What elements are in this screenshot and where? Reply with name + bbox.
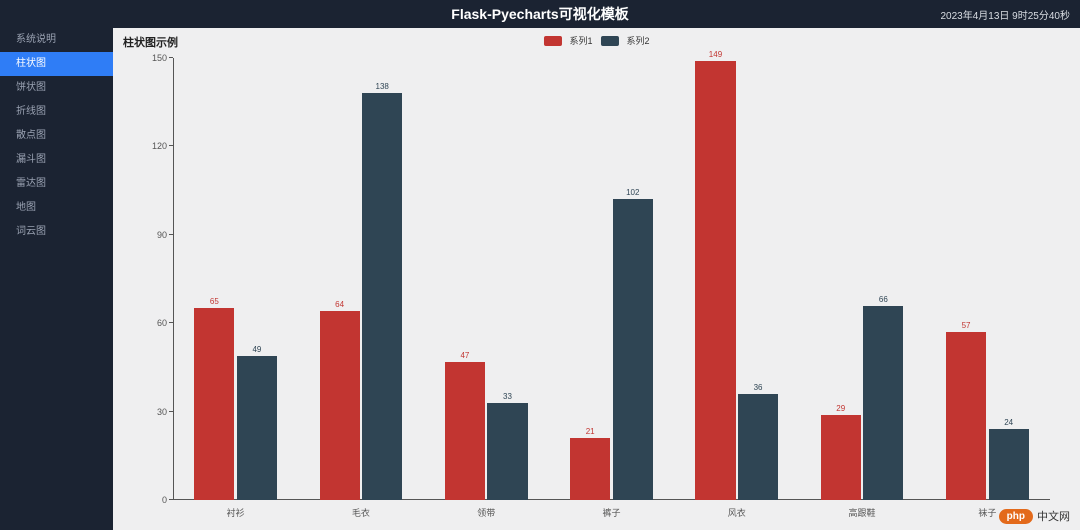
bar-value-label: 149 [709, 50, 722, 59]
x-tick-label: 裤子 [602, 506, 620, 519]
chart-title: 柱状图示例 [123, 34, 178, 50]
watermark-text: 中文网 [1037, 508, 1070, 524]
bar-series2[interactable]: 24 [989, 429, 1029, 500]
bar-series1[interactable]: 65 [194, 308, 234, 500]
y-tick-label: 0 [162, 495, 167, 505]
legend-swatch-1[interactable] [601, 36, 619, 46]
bar-value-label: 64 [335, 300, 344, 309]
bar-series2[interactable]: 66 [863, 306, 903, 500]
y-tick-label: 60 [157, 318, 167, 328]
legend-swatch-0[interactable] [543, 36, 561, 46]
bar-value-label: 47 [460, 351, 469, 360]
sidebar-item-1[interactable]: 柱状图 [0, 52, 113, 76]
sidebar-item-2[interactable]: 饼状图 [0, 76, 113, 100]
bar-value-label: 66 [879, 295, 888, 304]
x-tick-label: 高跟鞋 [849, 506, 876, 519]
bar-series1[interactable]: 21 [570, 438, 610, 500]
y-tick [169, 145, 173, 146]
y-tick [169, 234, 173, 235]
x-tick-label: 衬衫 [227, 506, 245, 519]
x-tick-label: 袜子 [978, 506, 996, 519]
bar-value-label: 24 [1004, 418, 1013, 427]
y-tick [169, 499, 173, 500]
y-tick-label: 30 [157, 407, 167, 417]
x-tick-label: 毛衣 [352, 506, 370, 519]
timestamp: 2023年4月13日 9时25分40秒 [940, 7, 1070, 22]
bar-value-label: 57 [962, 321, 971, 330]
y-tick [169, 411, 173, 412]
bar-series2[interactable]: 49 [237, 356, 277, 500]
x-tick-label: 领带 [477, 506, 495, 519]
bar-value-label: 138 [376, 82, 389, 91]
watermark-pill: php [999, 509, 1033, 524]
bar-series1[interactable]: 47 [445, 362, 485, 500]
bar-series2[interactable]: 36 [738, 394, 778, 500]
y-tick [169, 57, 173, 58]
bar-value-label: 29 [836, 404, 845, 413]
bar-value-label: 102 [626, 188, 639, 197]
bar-value-label: 49 [252, 345, 261, 354]
y-tick [169, 322, 173, 323]
y-tick-label: 120 [152, 141, 167, 151]
bar-series1[interactable]: 29 [821, 415, 861, 500]
bar-series1[interactable]: 149 [695, 61, 735, 500]
y-tick-label: 150 [152, 53, 167, 63]
bar-series1[interactable]: 57 [946, 332, 986, 500]
bar-series2[interactable]: 138 [362, 93, 402, 500]
y-axis-line [173, 58, 174, 500]
bar-value-label: 33 [503, 392, 512, 401]
x-tick-label: 风衣 [728, 506, 746, 519]
bar-series2[interactable]: 33 [487, 403, 527, 500]
bar-series1[interactable]: 64 [320, 311, 360, 500]
chart-legend: 系列1 系列2 [543, 34, 649, 47]
legend-label-1[interactable]: 系列2 [627, 34, 650, 47]
y-tick-label: 90 [157, 230, 167, 240]
main-panel: 柱状图示例 系列1系列2 0306090120150衬衫6549毛衣64138领… [113, 28, 1080, 530]
watermark: php 中文网 [999, 508, 1070, 524]
sidebar: 系统说明柱状图饼状图折线图散点图漏斗图雷达图地图词云图 [0, 28, 113, 530]
sidebar-item-5[interactable]: 漏斗图 [0, 148, 113, 172]
x-axis-line [173, 499, 1050, 500]
bar-chart: 0306090120150衬衫6549毛衣64138领带4733裤子21102风… [173, 58, 1050, 500]
sidebar-item-3[interactable]: 折线图 [0, 100, 113, 124]
sidebar-item-0[interactable]: 系统说明 [0, 28, 113, 52]
bar-series2[interactable]: 102 [613, 199, 653, 500]
bar-value-label: 36 [754, 383, 763, 392]
app-header: Flask-Pyecharts可视化模板 2023年4月13日 9时25分40秒 [0, 0, 1080, 28]
page-title: Flask-Pyecharts可视化模板 [451, 4, 628, 24]
sidebar-item-8[interactable]: 词云图 [0, 220, 113, 244]
legend-label-0[interactable]: 系列1 [569, 34, 592, 47]
bar-value-label: 21 [586, 427, 595, 436]
sidebar-item-7[interactable]: 地图 [0, 196, 113, 220]
bar-value-label: 65 [210, 297, 219, 306]
sidebar-item-4[interactable]: 散点图 [0, 124, 113, 148]
sidebar-item-6[interactable]: 雷达图 [0, 172, 113, 196]
